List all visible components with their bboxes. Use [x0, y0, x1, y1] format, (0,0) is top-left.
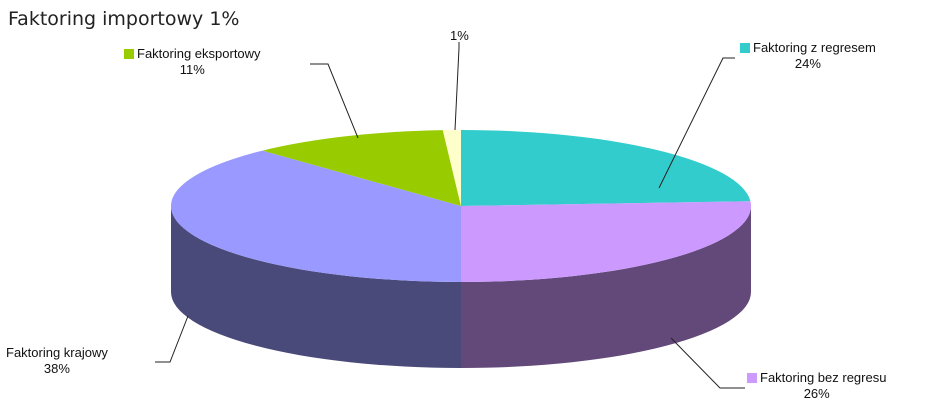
pie-side-1-0 [461, 206, 751, 368]
slice-pct-z-regresem: 24% [794, 56, 821, 71]
slice-label-z-regresem: Faktoring z regresem 24% [740, 40, 876, 72]
leader-eksportowy [310, 63, 359, 139]
pie-slice-1 [461, 201, 751, 282]
pie-sides [171, 206, 751, 368]
slice-pct-eksportowy: 11% [179, 62, 205, 77]
legend-key-bez-regresu [747, 373, 757, 383]
slice-label-krajowy: Faktoring krajowy 38% [6, 345, 108, 377]
pie-slice-4 [442, 130, 461, 206]
pie-slice-3 [262, 130, 461, 206]
pie-slice-0 [461, 130, 751, 206]
leader-lines [155, 42, 745, 389]
slice-name-z-regresem: Faktoring z regresem [753, 40, 876, 55]
slice-label-eksportowy: Faktoring eksportowy 11% [124, 46, 261, 78]
slice-label-importowy: 1% [450, 28, 469, 42]
slice-pct-bez-regresu: 26% [803, 386, 830, 401]
chart-title: Faktoring importowy 1% [8, 8, 240, 30]
leader-z-regresem [658, 57, 735, 189]
slice-name-eksportowy: Faktoring eksportowy [137, 46, 261, 61]
leader-bez-regresu [670, 337, 745, 389]
slice-pct-krajowy: 38% [43, 361, 70, 376]
legend-key-eksportowy [124, 49, 134, 59]
pie-tops [171, 130, 751, 282]
slice-name-bez-regresu: Faktoring bez regresu [760, 370, 887, 385]
leader-krajowy [155, 315, 189, 363]
slice-pct-importowy: 1% [450, 28, 469, 42]
slice-name-krajowy: Faktoring krajowy [6, 345, 108, 360]
legend-key-z-regresem [740, 43, 750, 53]
leader-importowy [454, 42, 460, 131]
pie-side-2-0 [171, 206, 461, 368]
pie-slice-2 [171, 150, 461, 282]
slice-label-bez-regresu: Faktoring bez regresu 26% [747, 370, 886, 402]
